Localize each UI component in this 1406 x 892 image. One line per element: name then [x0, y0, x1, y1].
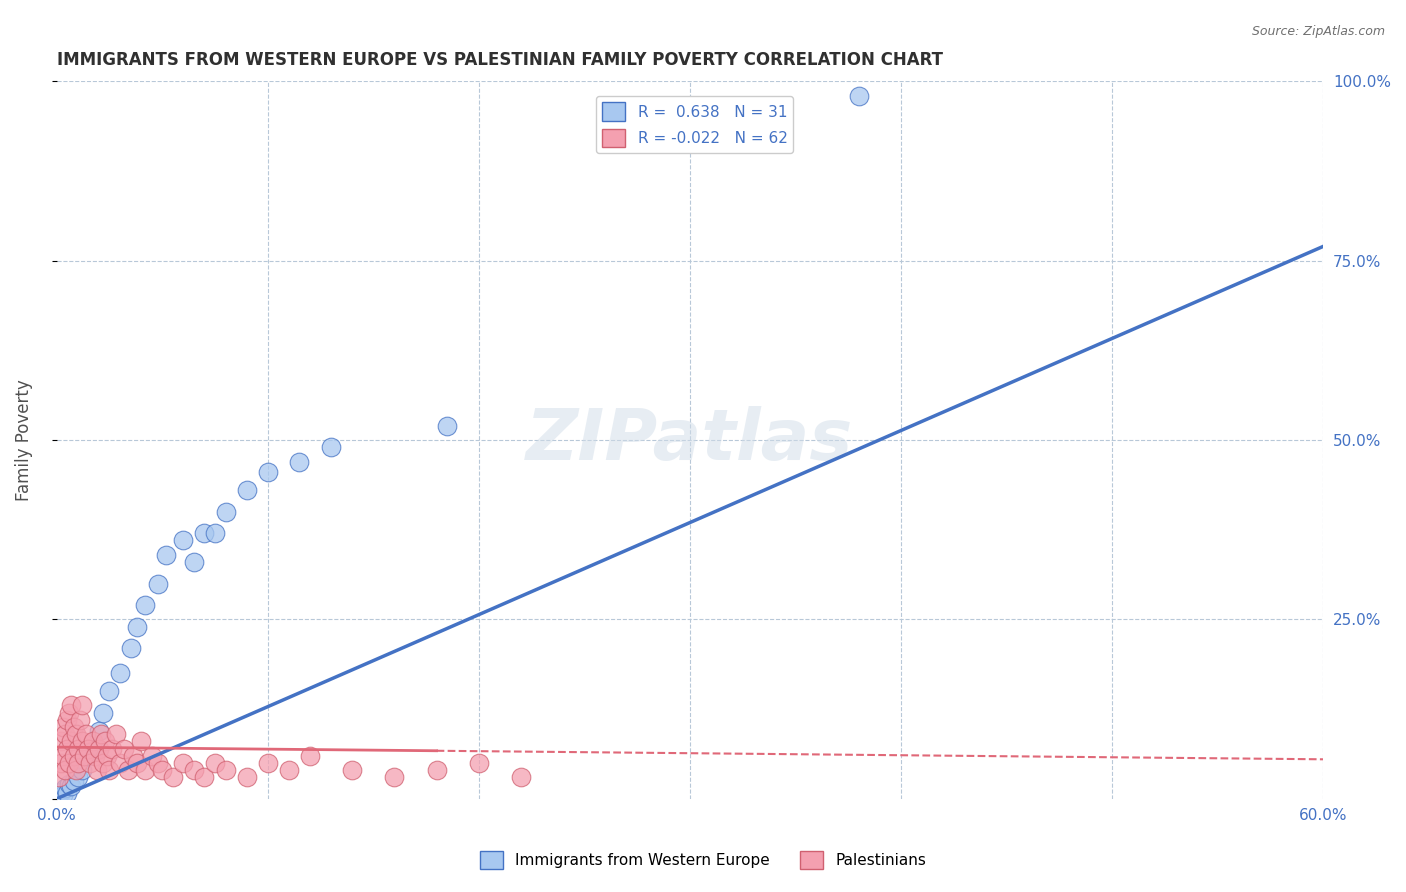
- Point: [52, 748, 75, 763]
- Point: [58, 777, 80, 791]
- Point: [58, 756, 80, 770]
- Point: [75, 727, 97, 741]
- Point: [298, 748, 321, 763]
- Point: [214, 505, 236, 519]
- Point: [319, 440, 342, 454]
- Point: [49, 756, 72, 770]
- Point: [235, 770, 257, 784]
- Point: [86, 763, 108, 777]
- Point: [129, 734, 152, 748]
- Point: [70, 763, 93, 777]
- Point: [52, 788, 75, 802]
- Point: [426, 763, 449, 777]
- Point: [204, 526, 226, 541]
- Point: [53, 727, 76, 741]
- Point: [62, 748, 84, 763]
- Point: [510, 770, 533, 784]
- Point: [125, 756, 148, 770]
- Point: [172, 533, 194, 548]
- Point: [125, 619, 148, 633]
- Point: [60, 734, 83, 748]
- Point: [134, 598, 156, 612]
- Point: [90, 727, 112, 741]
- Point: [183, 555, 205, 569]
- Point: [848, 88, 870, 103]
- Point: [70, 734, 93, 748]
- Point: [96, 748, 118, 763]
- Point: [277, 763, 299, 777]
- Point: [66, 770, 89, 784]
- Point: [49, 734, 72, 748]
- Point: [183, 763, 205, 777]
- Point: [141, 748, 163, 763]
- Point: [193, 770, 215, 784]
- Point: [162, 770, 184, 784]
- Point: [384, 770, 406, 784]
- Point: [204, 756, 226, 770]
- Point: [60, 698, 83, 713]
- Point: [256, 466, 278, 480]
- Point: [53, 780, 76, 795]
- Point: [49, 784, 72, 798]
- Point: [58, 706, 80, 720]
- Point: [134, 763, 156, 777]
- Point: [56, 786, 79, 800]
- Point: [62, 720, 84, 734]
- Point: [77, 741, 100, 756]
- Point: [65, 727, 87, 741]
- Point: [69, 713, 91, 727]
- Point: [91, 706, 114, 720]
- Point: [52, 720, 75, 734]
- Point: [146, 576, 169, 591]
- Point: [66, 756, 89, 770]
- Point: [256, 756, 278, 770]
- Point: [108, 756, 131, 770]
- Point: [340, 763, 363, 777]
- Point: [100, 741, 122, 756]
- Point: [288, 454, 311, 468]
- Point: [79, 756, 101, 770]
- Point: [235, 483, 257, 498]
- Point: [98, 763, 121, 777]
- Point: [436, 418, 458, 433]
- Point: [91, 756, 114, 770]
- Point: [73, 748, 96, 763]
- Legend: R =  0.638   N = 31, R = -0.022   N = 62: R = 0.638 N = 31, R = -0.022 N = 62: [596, 96, 793, 153]
- Point: [468, 756, 491, 770]
- Point: [146, 756, 169, 770]
- Point: [155, 548, 177, 562]
- Point: [193, 526, 215, 541]
- Point: [117, 763, 139, 777]
- Point: [48, 770, 70, 784]
- Text: Source: ZipAtlas.com: Source: ZipAtlas.com: [1251, 25, 1385, 38]
- Point: [87, 741, 110, 756]
- Point: [108, 666, 131, 681]
- Point: [62, 773, 84, 788]
- Point: [60, 779, 83, 793]
- Point: [98, 684, 121, 698]
- Point: [56, 713, 79, 727]
- Text: ZIPatlas: ZIPatlas: [526, 406, 853, 475]
- Point: [112, 741, 135, 756]
- Point: [82, 734, 104, 748]
- Point: [77, 748, 100, 763]
- Point: [87, 723, 110, 738]
- Legend: Immigrants from Western Europe, Palestinians: Immigrants from Western Europe, Palestin…: [474, 845, 932, 875]
- Point: [214, 763, 236, 777]
- Point: [56, 741, 79, 756]
- Text: IMMIGRANTS FROM WESTERN EUROPE VS PALESTINIAN FAMILY POVERTY CORRELATION CHART: IMMIGRANTS FROM WESTERN EUROPE VS PALEST…: [56, 51, 942, 69]
- Point: [83, 741, 105, 756]
- Point: [65, 763, 87, 777]
- Point: [150, 763, 173, 777]
- Point: [83, 748, 105, 763]
- Point: [121, 748, 143, 763]
- Point: [53, 763, 76, 777]
- Point: [66, 741, 89, 756]
- Point: [104, 727, 127, 741]
- Point: [94, 734, 117, 748]
- Point: [172, 756, 194, 770]
- Y-axis label: Family Poverty: Family Poverty: [15, 379, 32, 501]
- Point: [120, 641, 142, 656]
- Point: [70, 698, 93, 713]
